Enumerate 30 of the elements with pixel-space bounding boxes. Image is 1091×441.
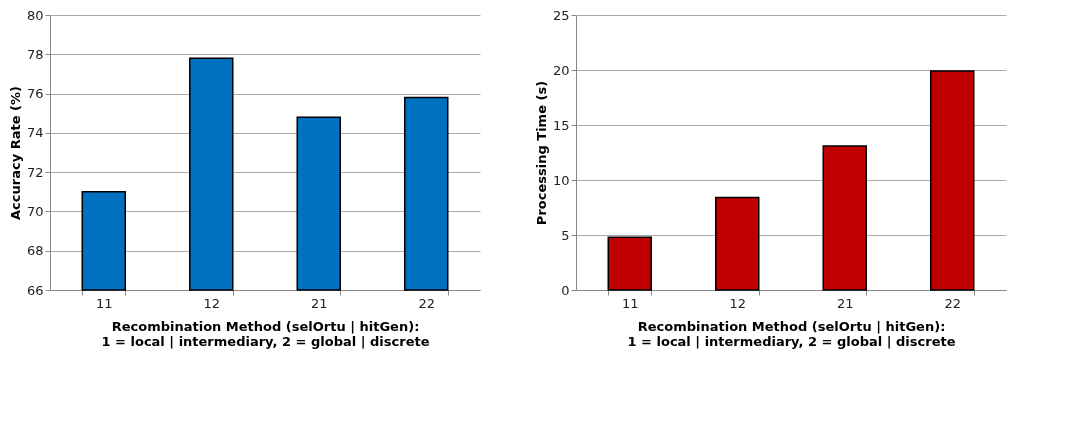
- bar: [822, 145, 867, 291]
- y-tick-label: 76: [26, 86, 44, 102]
- y-tick-label: 70: [26, 203, 44, 219]
- y-tick-label: 25: [552, 7, 570, 23]
- y-tick-label: 78: [26, 46, 44, 62]
- y-tick-label: 15: [552, 117, 570, 133]
- bar: [930, 70, 975, 291]
- x-tick-label: 11: [621, 295, 639, 311]
- bar: [715, 196, 760, 291]
- x-tick-label: 22: [944, 295, 962, 311]
- x-tick-label: 11: [95, 295, 113, 311]
- y-tick-label: 74: [26, 125, 44, 141]
- x-tick-label: 21: [310, 295, 328, 311]
- x-tick-label: 12: [729, 295, 747, 311]
- y-tick-label: 0: [561, 282, 570, 298]
- y-tick-label: 10: [552, 172, 570, 188]
- y-tick-label: 72: [26, 164, 44, 180]
- y-tick-label: 20: [552, 62, 570, 78]
- x-axis-title: Recombination Method (selOrtu | hitGen): 1 = local | intermediary, 2 = global | discrete: [101, 318, 430, 349]
- x-tick-label: 21: [836, 295, 854, 311]
- y-tick-label: 68: [26, 243, 44, 259]
- x-axis-title: Recombination Method (selOrtu | hitGen): 1 = local | intermediary, 2 = global | discrete: [627, 318, 956, 349]
- x-tick-label: 22: [418, 295, 436, 311]
- y-axis-title: Accuracy Rate (%): [7, 86, 23, 220]
- y-tick-label: 80: [26, 7, 44, 23]
- bar: [607, 236, 652, 291]
- x-tick-label: 12: [203, 295, 221, 311]
- y-tick-label: 5: [561, 227, 570, 243]
- y-tick-label: 66: [26, 282, 44, 298]
- y-axis-title: Processing Time (s): [533, 80, 549, 226]
